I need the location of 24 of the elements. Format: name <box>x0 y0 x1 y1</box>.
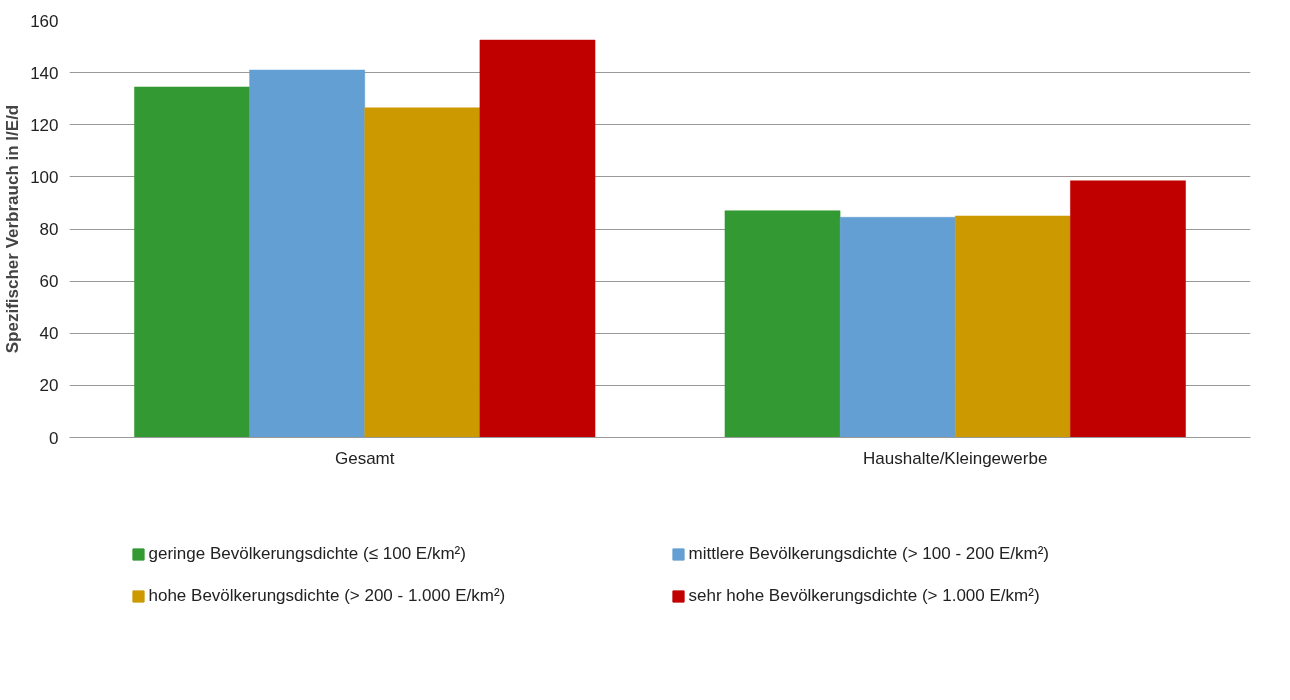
bar <box>249 69 365 438</box>
bar <box>724 210 841 438</box>
bar <box>364 107 481 438</box>
y-tick-label: 40 <box>39 324 59 344</box>
y-tick-label: 100 <box>30 167 59 187</box>
bar <box>134 86 250 438</box>
y-tick-label: 80 <box>39 220 59 239</box>
x-tick-label: Gesamt <box>334 448 395 468</box>
legend-label: mittlere Bevölkerungsdichte (> 100 - 200 E/km²) <box>688 544 1050 564</box>
y-tick-label: 60 <box>39 272 59 292</box>
y-tick-label: 160 <box>30 11 59 31</box>
y-tick-label: 140 <box>30 63 59 83</box>
y-tick-label: 20 <box>39 376 59 396</box>
bar <box>955 215 1071 438</box>
bar <box>1070 180 1186 438</box>
y-axis-title: Spezifischer Verbrauch in l/E/d <box>3 104 23 354</box>
bar <box>479 39 596 438</box>
legend-label: sehr hohe Bevölkerungsdichte (> 1.000 E/km²) <box>688 586 1041 606</box>
bar <box>839 217 956 438</box>
y-tick-label: 120 <box>30 115 59 135</box>
x-tick-label: Haushalte/Kleingewerbe <box>863 448 1048 468</box>
legend-label: geringe Bevölkerungsdichte (≤ 100 E/km²) <box>148 544 467 564</box>
legend-label: hohe Bevölkerungsdichte (> 200 - 1.000 E/km²) <box>148 586 507 606</box>
y-tick-label: 0 <box>49 428 59 448</box>
